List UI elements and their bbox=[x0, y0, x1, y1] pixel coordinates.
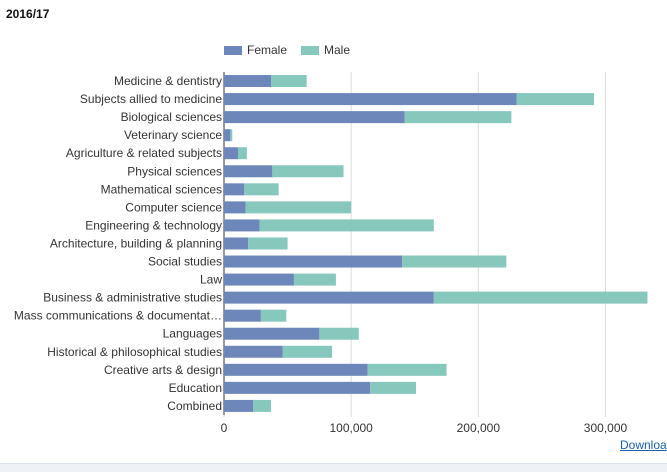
legend-label-female: Female bbox=[247, 43, 288, 57]
bar-female bbox=[224, 129, 231, 142]
bar-female bbox=[224, 111, 405, 124]
bar-female bbox=[224, 381, 371, 394]
bar-female bbox=[224, 291, 434, 304]
y-tick-label: Social studies bbox=[148, 255, 222, 269]
bar-female bbox=[224, 273, 294, 286]
download-link[interactable]: Downloa bbox=[620, 438, 667, 452]
bar-male bbox=[319, 327, 359, 340]
bar-male bbox=[282, 345, 333, 358]
y-tick-label: Historical & philosophical studies bbox=[47, 345, 222, 359]
y-tick-label: Computer science bbox=[125, 200, 222, 214]
legend-swatch-female bbox=[224, 45, 242, 55]
bar-female bbox=[224, 327, 320, 340]
y-tick-label: Combined bbox=[167, 399, 222, 413]
bar-female bbox=[224, 147, 238, 160]
y-tick-label: Mathematical sciences bbox=[101, 182, 222, 196]
bar-male bbox=[404, 111, 512, 124]
bar-female bbox=[224, 165, 273, 178]
y-tick-label: Languages bbox=[163, 327, 222, 341]
x-tick-label: 100,000 bbox=[329, 421, 373, 435]
bar-male bbox=[248, 237, 288, 250]
bar-male bbox=[367, 363, 447, 376]
y-tick-label: Engineering & technology bbox=[85, 218, 222, 232]
bar-female bbox=[224, 201, 246, 214]
bar-male bbox=[260, 309, 287, 322]
bar-female bbox=[224, 363, 368, 376]
footer-bar bbox=[0, 463, 667, 472]
x-tick-label: 0 bbox=[221, 421, 228, 435]
bar-male bbox=[271, 75, 307, 88]
bar-male bbox=[245, 201, 352, 214]
y-tick-label: Physical sciences bbox=[127, 164, 222, 178]
bar-male bbox=[244, 183, 279, 196]
y-tick-label: Veterinary science bbox=[124, 128, 222, 142]
legend-item-male[interactable]: Male bbox=[301, 43, 350, 57]
y-tick-label: Law bbox=[200, 273, 222, 287]
y-tick-label: Medicine & dentistry bbox=[114, 74, 222, 88]
bar-male bbox=[272, 165, 344, 178]
chart-subtitle: 2016/17 bbox=[6, 7, 50, 21]
bar-female bbox=[224, 345, 283, 358]
legend-label-male: Male bbox=[324, 43, 351, 57]
bar-male bbox=[230, 129, 233, 142]
y-tick-label: Biological sciences bbox=[121, 110, 222, 124]
bar-female bbox=[224, 309, 261, 322]
bar-female bbox=[224, 399, 254, 412]
bar-female bbox=[224, 183, 245, 196]
bar-male bbox=[237, 147, 247, 160]
y-tick-label: Subjects allied to medicine bbox=[80, 92, 222, 106]
bar-male bbox=[253, 399, 272, 412]
y-tick-label: Education bbox=[169, 381, 222, 395]
legend-swatch-male bbox=[301, 45, 320, 55]
bar-male bbox=[293, 273, 336, 286]
y-tick-label: Architecture, building & planning bbox=[50, 236, 222, 250]
bar-male bbox=[433, 291, 648, 304]
bar-male bbox=[370, 381, 417, 394]
bar-female bbox=[224, 237, 249, 250]
bar-male bbox=[259, 219, 434, 232]
y-tick-label: Business & administrative studies bbox=[43, 291, 222, 305]
legend-item-female[interactable]: Female bbox=[224, 43, 287, 57]
bar-female bbox=[224, 75, 272, 88]
bar-male bbox=[516, 93, 595, 106]
chart-legend: Female Male bbox=[224, 42, 364, 58]
x-tick-label: 300,000 bbox=[584, 421, 628, 435]
bar-female bbox=[224, 255, 403, 268]
y-tick-label: Mass communications & documentat… bbox=[14, 309, 222, 323]
bar-female bbox=[224, 93, 517, 106]
bar-female bbox=[224, 219, 260, 232]
x-tick-label: 200,000 bbox=[457, 421, 501, 435]
y-tick-label: Agriculture & related subjects bbox=[66, 146, 222, 160]
bar-male bbox=[402, 255, 507, 268]
y-tick-label: Creative arts & design bbox=[104, 363, 222, 377]
